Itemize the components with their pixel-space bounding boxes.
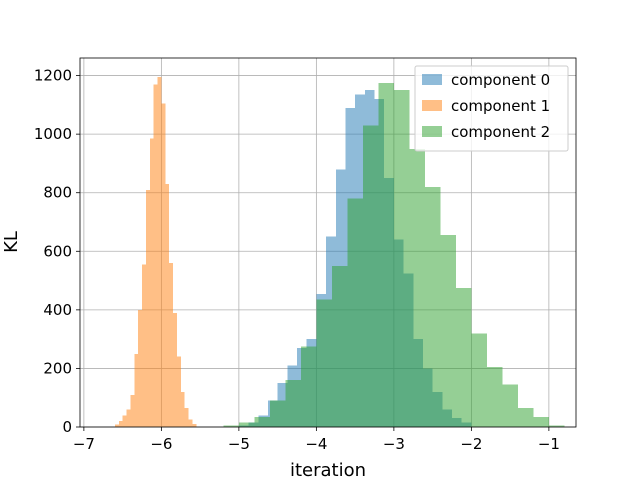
x-tick-label: −6	[150, 435, 172, 453]
histogram-bar	[362, 125, 379, 427]
histogram-bar	[138, 309, 142, 427]
histogram-bar	[173, 312, 177, 427]
histogram-bar	[223, 425, 239, 427]
legend-entry: component 0	[451, 71, 550, 89]
legend-swatch	[422, 100, 442, 111]
histogram-bar	[517, 407, 534, 427]
histogram-bar	[149, 138, 154, 428]
legend-entry: component 1	[451, 97, 550, 115]
histogram-bars	[114, 77, 565, 428]
histogram-bar	[114, 424, 119, 427]
x-tick-label: −3	[383, 435, 405, 453]
histogram-bar	[122, 415, 127, 427]
x-tick-label: −5	[228, 435, 250, 453]
x-tick-label: −7	[73, 435, 95, 453]
x-tick-label: −1	[538, 435, 560, 453]
histogram-bar	[502, 384, 518, 427]
histogram-bar	[145, 189, 150, 427]
histogram-bar	[126, 409, 131, 427]
histogram-bar	[130, 394, 135, 427]
y-tick-label: 800	[43, 184, 72, 202]
histogram-bar	[409, 148, 425, 428]
legend-swatch	[422, 126, 442, 137]
histogram-bar	[548, 425, 565, 427]
histogram-bar	[142, 264, 146, 427]
histogram-bar	[165, 183, 170, 427]
histogram-bar	[153, 84, 158, 427]
legend-frame	[414, 65, 569, 152]
histogram-bar	[192, 424, 197, 427]
histogram-bar	[118, 421, 123, 427]
histogram-bar	[331, 265, 348, 427]
histogram-bar	[424, 186, 441, 427]
series-1-bars	[114, 77, 197, 428]
histogram-bar	[157, 77, 162, 428]
histogram-bar	[238, 422, 255, 427]
histogram-bar	[180, 391, 185, 427]
plot-frame	[79, 57, 577, 428]
legend-entry: component 2	[451, 123, 550, 141]
histogram-bar	[285, 380, 301, 427]
histogram-bar	[347, 198, 363, 427]
histogram-bar	[455, 287, 472, 427]
x-axis-ticks: −7 −6 −5 −4 −3 −2 −1	[73, 427, 560, 453]
histogram-bar	[393, 90, 410, 427]
histogram-bar	[378, 82, 394, 428]
x-tick-label: −2	[460, 435, 482, 453]
legend-swatch	[422, 74, 442, 85]
histogram-bar	[300, 346, 317, 427]
histogram-bar	[486, 366, 503, 427]
x-axis-label: iteration	[290, 460, 366, 480]
y-tick-label: 200	[43, 359, 72, 377]
histogram-bar	[269, 400, 286, 427]
y-tick-label: 600	[43, 242, 72, 260]
y-axis-ticks: 0 200 400 600 800 1000 1200	[34, 67, 80, 436]
histogram-bar	[471, 333, 487, 427]
y-tick-label: 1200	[34, 67, 72, 85]
y-tick-label: 400	[43, 301, 72, 319]
y-tick-label: 1000	[34, 125, 72, 143]
histogram-bar	[316, 299, 332, 427]
y-tick-label: 0	[62, 418, 72, 436]
legend: component 0 component 1 component 2	[414, 65, 569, 152]
histogram-bar	[533, 416, 549, 427]
histogram-bar	[176, 356, 181, 427]
y-axis-label: KL	[1, 231, 22, 253]
histogram-bar	[161, 103, 166, 428]
histogram-bar	[188, 419, 193, 427]
histogram-bar	[254, 416, 270, 427]
series-2-bars	[223, 82, 565, 428]
x-tick-label: −4	[305, 435, 327, 453]
histogram-bar	[134, 353, 139, 427]
histogram-bar	[169, 263, 173, 427]
histogram-bar	[184, 407, 189, 427]
histogram-bar	[440, 235, 456, 427]
